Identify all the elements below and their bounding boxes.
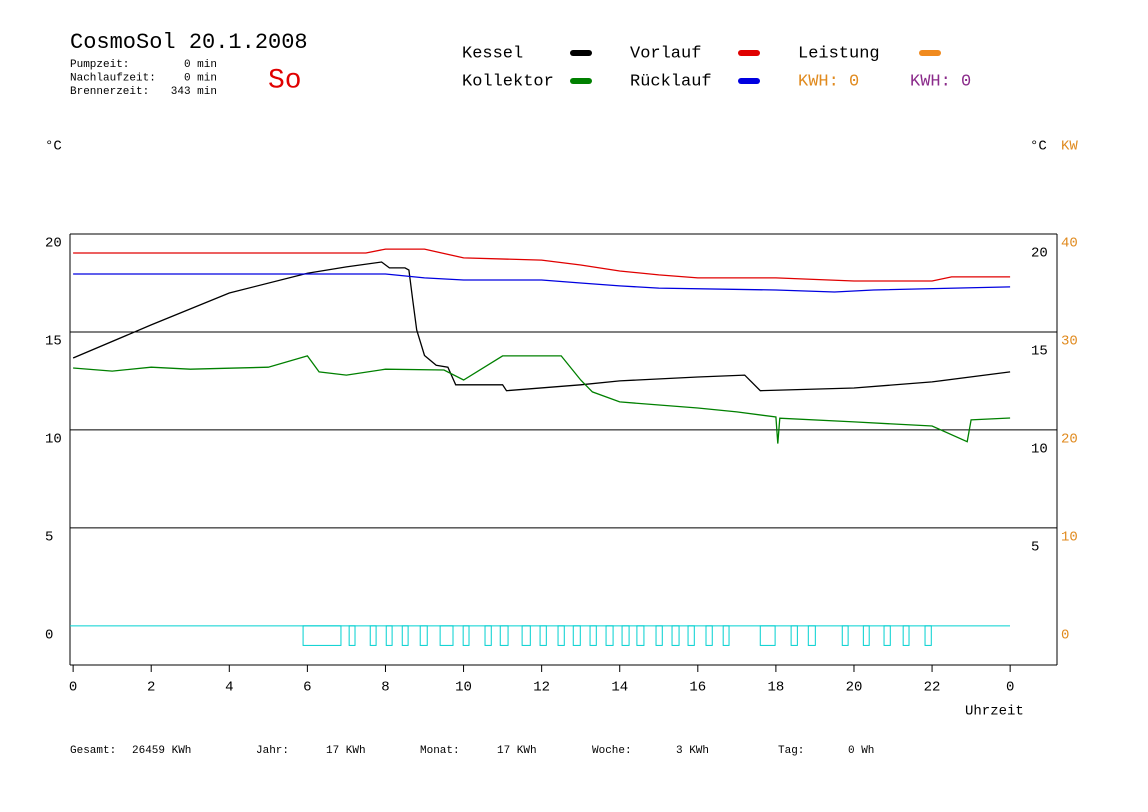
pump-pulse — [671, 625, 680, 646]
footer-label: Tag: — [778, 745, 804, 757]
stat-value: 0 min — [184, 59, 217, 71]
stat-label: Brennerzeit: — [70, 86, 149, 98]
x-tick-label: 14 — [611, 680, 628, 696]
y2-tick-label: 40 — [1061, 236, 1078, 252]
x-tick-label: 6 — [303, 680, 311, 696]
pump-pulse — [862, 625, 870, 646]
y2-tick-label: 20 — [1061, 432, 1078, 448]
pump-pulse — [759, 625, 776, 646]
pump-pulse — [521, 625, 531, 646]
footer-label: Monat: — [420, 745, 460, 757]
x-tick-label: 22 — [924, 680, 941, 696]
footer-value: 17 KWh — [326, 745, 366, 757]
y-axis-label: °C — [45, 139, 62, 155]
pump-pulse — [401, 625, 409, 646]
legend-label: Leistung — [798, 44, 880, 63]
y3-tick-label: 20 — [1031, 246, 1048, 262]
stat-value: 343 min — [171, 86, 217, 98]
footer-label: Woche: — [592, 745, 632, 757]
pump-pulse — [807, 625, 816, 646]
kwh-label: KWH: 0 — [798, 72, 859, 91]
pump-pulse — [655, 625, 663, 646]
pump-pulse — [462, 625, 470, 646]
x-tick-label: 2 — [147, 680, 155, 696]
x-axis-label: Uhrzeit — [965, 704, 1024, 720]
pump-pulse — [385, 625, 393, 646]
pump-pulse — [557, 625, 565, 646]
footer-value: 0 Wh — [848, 745, 874, 757]
footer-value: 17 KWh — [497, 745, 537, 757]
x-tick-label: 8 — [381, 680, 389, 696]
x-tick-label: 4 — [225, 680, 233, 696]
footer-value: 26459 KWh — [132, 745, 191, 757]
title: CosmoSol 20.1.2008 — [70, 30, 308, 55]
y-tick-label: 15 — [45, 334, 62, 350]
x-tick-label: 0 — [1006, 680, 1014, 696]
y3-tick-label: 15 — [1031, 344, 1048, 360]
pump-pulse — [589, 625, 597, 646]
pump-pulse — [484, 625, 492, 646]
x-tick-label: 18 — [767, 680, 784, 696]
pump-pulse — [841, 625, 849, 646]
pump-pulse — [883, 625, 891, 646]
series-line — [73, 355, 1011, 444]
pump-pulse — [499, 625, 509, 646]
pump-pulse — [636, 625, 645, 646]
pump-pulse — [605, 625, 614, 646]
frame — [69, 233, 1058, 666]
y2-tick-label: 30 — [1061, 334, 1078, 350]
pump-pulse — [302, 625, 342, 646]
pump-pulse — [572, 625, 581, 646]
pump-pulse — [705, 625, 713, 646]
pump-pulse — [348, 625, 356, 646]
footer-value: 3 KWh — [676, 745, 709, 757]
y3-tick-label: 5 — [1031, 540, 1039, 556]
footer-label: Jahr: — [256, 745, 289, 757]
legend-label: Rücklauf — [630, 72, 712, 91]
y3-axis-label: °C — [1030, 139, 1047, 155]
y-tick-label: 0 — [45, 628, 53, 644]
stat-label: Pumpzeit: — [70, 59, 129, 71]
pump-pulse — [902, 625, 910, 646]
legend-label: Kollektor — [462, 72, 554, 91]
series-line — [73, 248, 1011, 282]
y2-tick-label: 10 — [1061, 530, 1078, 546]
legend-label: Vorlauf — [630, 44, 701, 63]
pump-pulse — [439, 625, 454, 646]
pump-pulse — [687, 625, 695, 646]
y2-axis-label: KW — [1061, 139, 1078, 155]
y-tick-label: 20 — [45, 236, 62, 252]
x-tick-label: 20 — [846, 680, 863, 696]
x-tick-label: 0 — [69, 680, 77, 696]
footer-label: Gesamt: — [70, 745, 116, 757]
legend-label: Kessel — [462, 44, 523, 63]
kwh-label: KWH: 0 — [910, 72, 971, 91]
stat-label: Nachlaufzeit: — [70, 72, 156, 84]
stat-value: 0 min — [184, 72, 217, 84]
pump-pulse — [722, 625, 730, 646]
pump-pulse — [539, 625, 547, 646]
series-line — [73, 273, 1011, 293]
pump-pulse — [790, 625, 798, 646]
pump-pulse — [369, 625, 377, 646]
y-tick-label: 5 — [45, 530, 53, 546]
day: So — [268, 65, 302, 96]
pump-pulse — [419, 625, 428, 646]
series-line — [72, 261, 1011, 392]
pump-pulse — [621, 625, 630, 646]
pump-pulse — [924, 625, 932, 646]
y-tick-label: 10 — [45, 432, 62, 448]
x-tick-label: 16 — [689, 680, 706, 696]
y2-tick-label: 0 — [1061, 628, 1069, 644]
y3-tick-label: 10 — [1031, 442, 1048, 458]
x-tick-label: 12 — [533, 680, 550, 696]
x-tick-label: 10 — [455, 680, 472, 696]
